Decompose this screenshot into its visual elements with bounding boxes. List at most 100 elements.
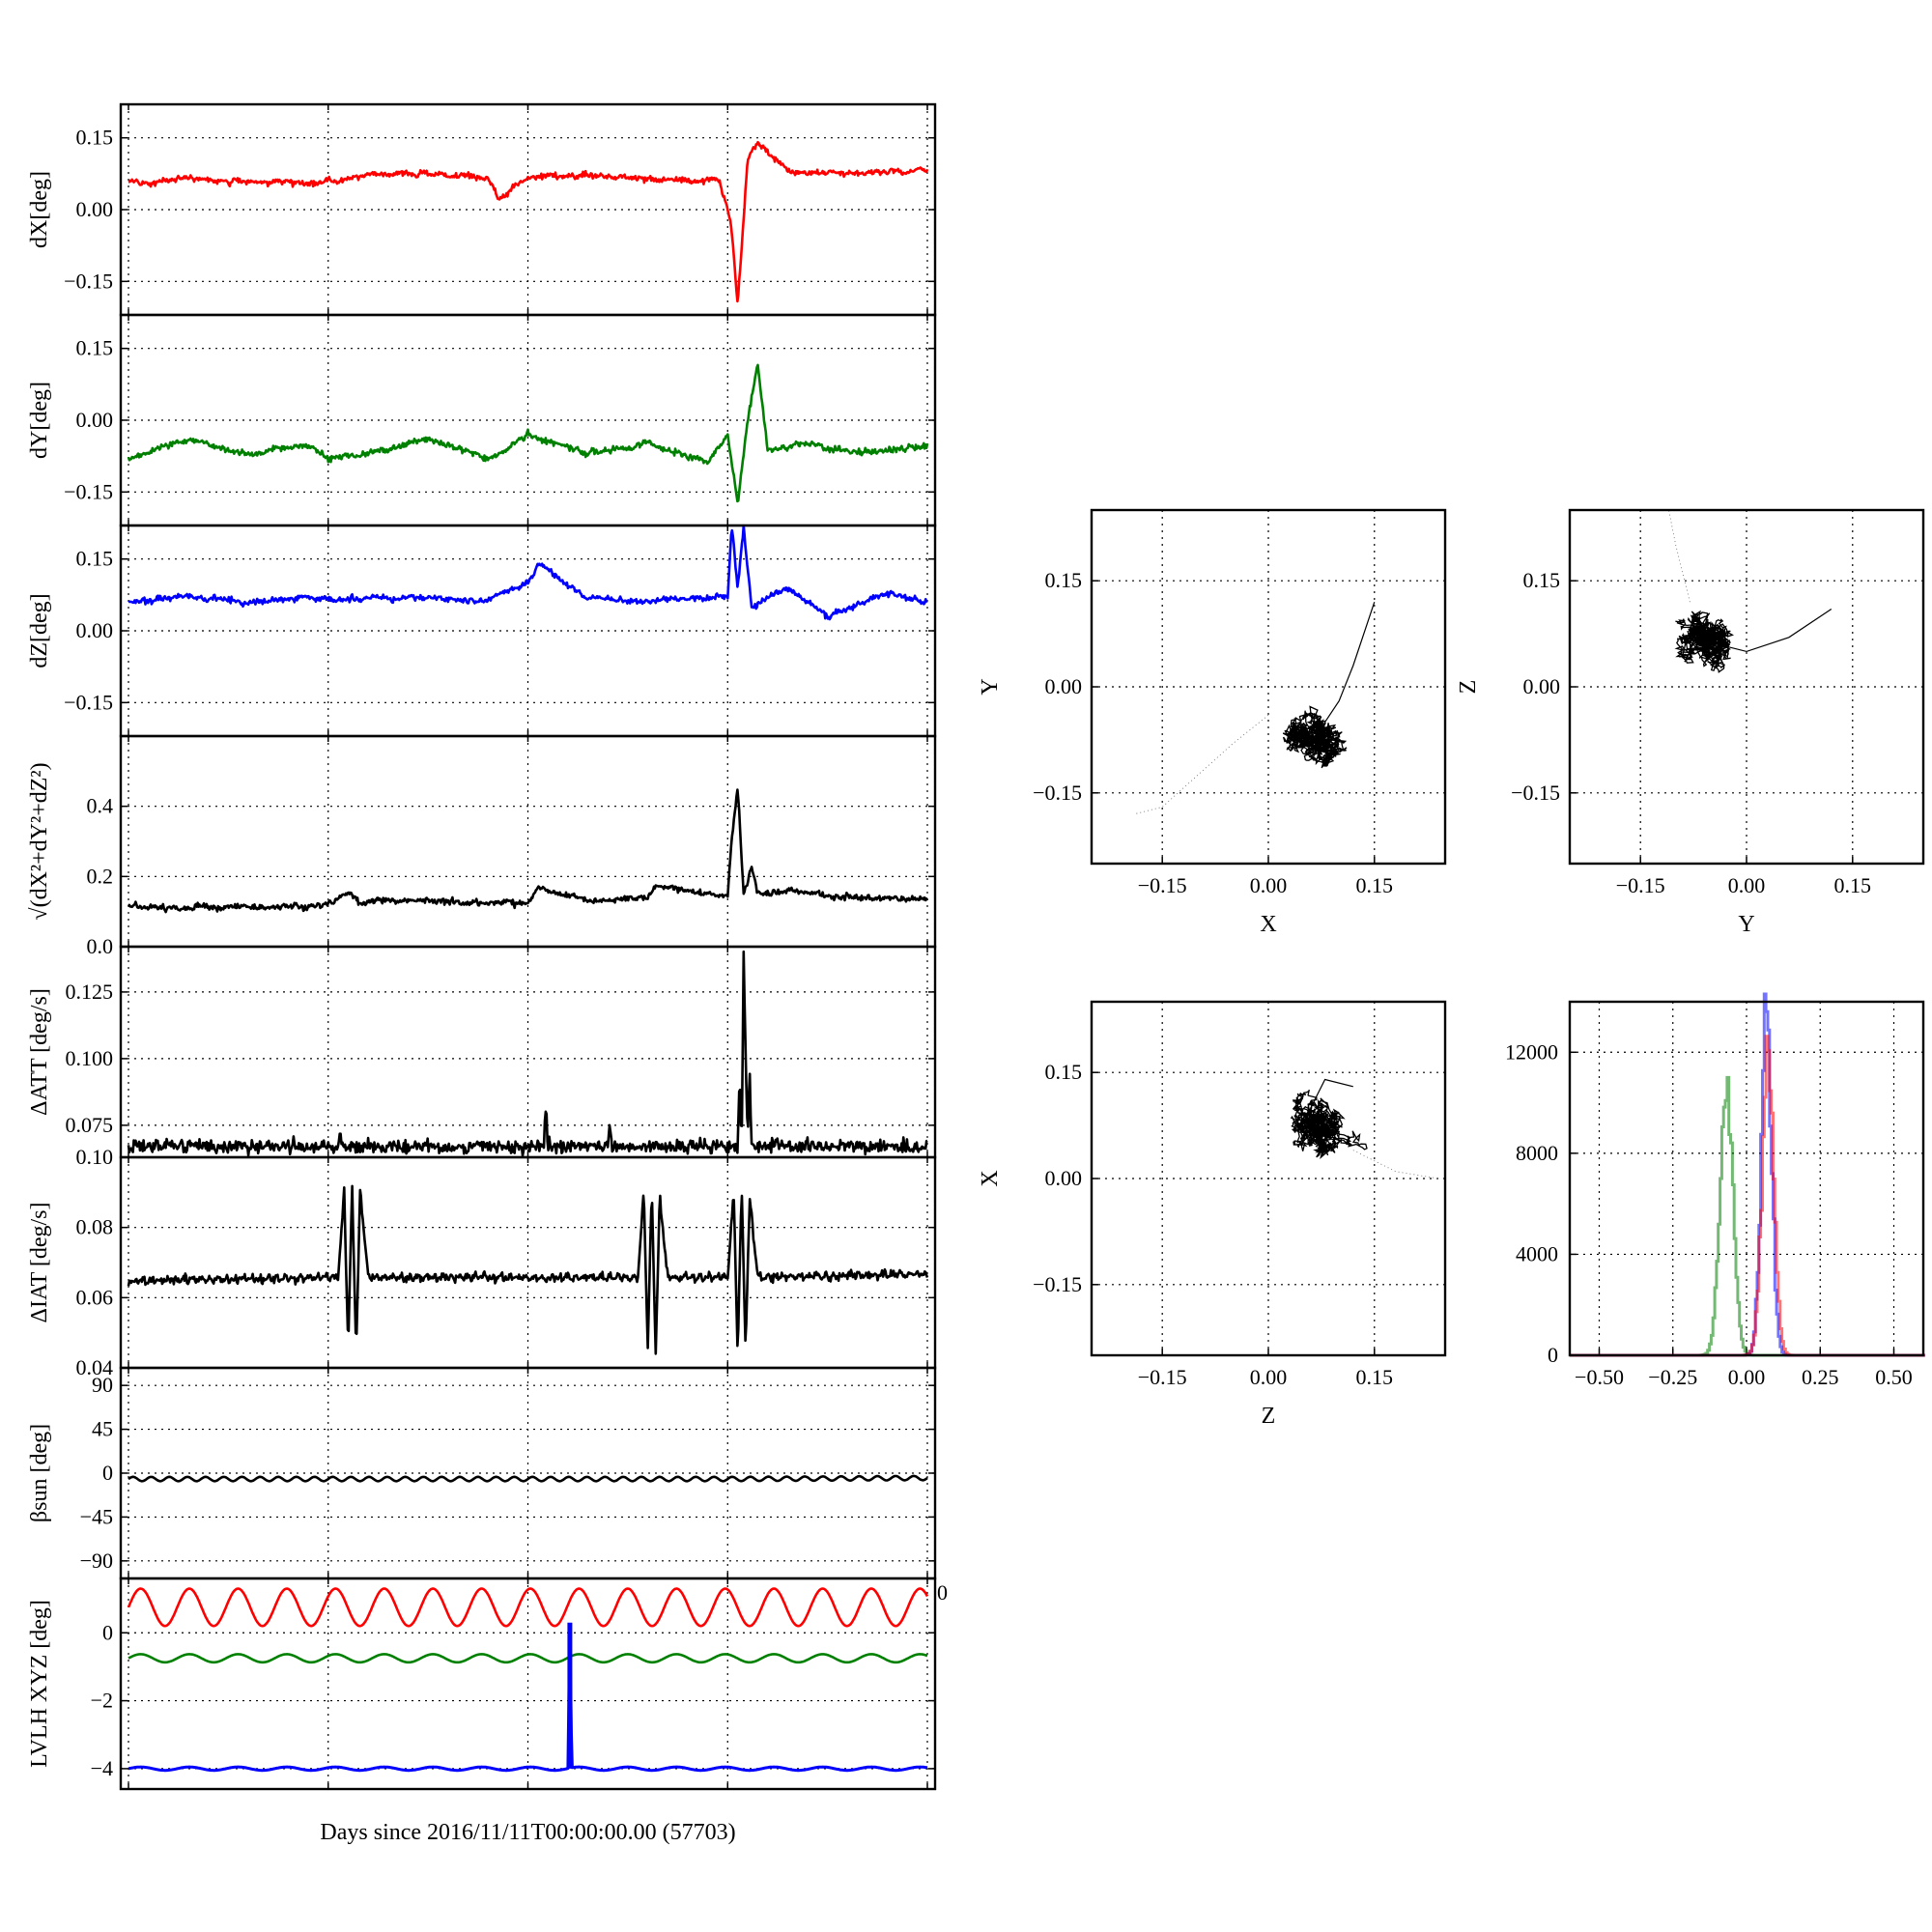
y-tick-label: 0.15 bbox=[76, 126, 114, 150]
y-tick-label: −0.15 bbox=[64, 479, 113, 503]
scatter-trail bbox=[1310, 1078, 1353, 1109]
axes-frame bbox=[1090, 1000, 1447, 1357]
series-line-beta-0 bbox=[128, 1474, 928, 1483]
x-axis-label: Days since 2016/11/11T00:00:00.00 (57703… bbox=[320, 1820, 735, 1845]
y-axis-label: dX[deg] bbox=[27, 171, 52, 248]
x-axis-label: X bbox=[1260, 912, 1276, 937]
y-tick-label: −4 bbox=[91, 1756, 113, 1780]
panel-dx: 0.15 0.00 −0.15 dX[deg] bbox=[27, 102, 937, 317]
x-tick-label: 0.15 bbox=[1356, 873, 1394, 897]
y-tick-label: −90 bbox=[80, 1548, 113, 1573]
y-tick-label: 0.15 bbox=[1045, 568, 1083, 592]
y-tick-label: −0.15 bbox=[1511, 781, 1560, 805]
y-tick-label: −0.15 bbox=[1033, 781, 1082, 805]
panel-zx: −0.15 −0.15 0.00 0.00 0.15 0.15 Z X bbox=[978, 1000, 1447, 1429]
x-tick-label: −0.15 bbox=[1616, 873, 1665, 897]
y-tick-label: 90 bbox=[92, 1373, 113, 1397]
x-axis-label: Y bbox=[1738, 912, 1754, 937]
series-line-lvlh-1 bbox=[128, 1653, 928, 1664]
y-axis-label: LVLH XYZ [deg] bbox=[27, 1600, 52, 1768]
x-tick-label: 0 bbox=[937, 1580, 948, 1605]
axes-frame bbox=[1568, 1000, 1925, 1357]
x-tick-label: 0.50 bbox=[1875, 1365, 1913, 1389]
y-tick-label: 0.4 bbox=[87, 794, 114, 818]
y-tick-label: 0.100 bbox=[66, 1046, 114, 1070]
scatter-cluster bbox=[1282, 705, 1348, 769]
series-line-lvlh-0 bbox=[127, 1587, 929, 1628]
axes-frame bbox=[1090, 508, 1447, 866]
y-tick-label: −0.15 bbox=[64, 690, 113, 714]
y-tick-label: 0.00 bbox=[1045, 1166, 1083, 1190]
panel-dtot: 0.4 0.2 0.0 √(dX²+dY²+dZ²) bbox=[27, 734, 937, 958]
y-tick-label: 0.00 bbox=[76, 618, 114, 642]
axes-frame bbox=[119, 734, 937, 949]
y-tick-label: 0 bbox=[1548, 1343, 1558, 1367]
scatter-trail bbox=[1718, 609, 1833, 653]
series-line-dy-0 bbox=[127, 363, 929, 503]
y-tick-label: 0.125 bbox=[66, 980, 114, 1004]
x-tick-label: 0.25 bbox=[1802, 1365, 1839, 1389]
y-axis-label: X bbox=[978, 1170, 1003, 1186]
x-tick-label: 0.15 bbox=[1356, 1365, 1394, 1389]
x-tick-label: 0.00 bbox=[1250, 1365, 1288, 1389]
y-tick-label: 12000 bbox=[1505, 1039, 1558, 1064]
y-tick-label: −45 bbox=[80, 1504, 113, 1528]
y-tick-label: −0.15 bbox=[64, 269, 113, 293]
y-tick-label: 0.15 bbox=[76, 547, 114, 571]
x-tick-label: −0.15 bbox=[1138, 873, 1187, 897]
y-axis-label: Z bbox=[1456, 680, 1481, 695]
panel-lvlh: 0 −2 −4 0 LVLH XYZ [deg] Days since 2016/11/1… bbox=[27, 1577, 948, 1845]
y-tick-label: 0.15 bbox=[1523, 568, 1561, 592]
y-tick-label: 0.00 bbox=[1523, 674, 1561, 698]
y-axis-label: dZ[deg] bbox=[27, 593, 52, 668]
panel-dz: 0.15 0.00 −0.15 dZ[deg] bbox=[27, 524, 937, 738]
x-tick-label: 0.15 bbox=[1834, 873, 1872, 897]
hist-series-2 bbox=[1570, 1035, 1925, 1357]
y-tick-label: 0.15 bbox=[76, 336, 114, 360]
y-tick-label: 0.00 bbox=[76, 408, 114, 432]
scatter-tail bbox=[1352, 1150, 1438, 1179]
y-axis-label: √(dX²+dY²+dZ²) bbox=[27, 762, 52, 920]
y-tick-label: 0 bbox=[102, 1461, 113, 1485]
series-line-dz-0 bbox=[128, 524, 928, 621]
series-line-dx-0 bbox=[128, 140, 929, 303]
x-tick-label: −0.25 bbox=[1648, 1365, 1697, 1389]
scatter-cluster bbox=[1674, 610, 1735, 673]
hist-series-0 bbox=[1570, 1075, 1925, 1357]
panel-yz: −0.15 −0.15 0.00 0.00 0.15 0.15 Y Z bbox=[1456, 508, 1925, 937]
y-axis-label: ΔATT [deg/s] bbox=[27, 988, 52, 1116]
panel-dy: 0.15 0.00 −0.15 dY[deg] bbox=[27, 313, 937, 527]
y-axis-label: βsun [deg] bbox=[27, 1424, 52, 1522]
series-line-diat-0 bbox=[127, 1184, 929, 1355]
panel-diat: 0.08 0.06 0.04 ΔIAT [deg/s] bbox=[27, 1155, 937, 1379]
y-tick-label: 4000 bbox=[1516, 1241, 1558, 1265]
y-tick-label: −0.15 bbox=[1033, 1272, 1082, 1296]
scatter-tail bbox=[1668, 509, 1690, 603]
scatter-cluster bbox=[1290, 1089, 1368, 1159]
x-tick-label: −0.50 bbox=[1575, 1365, 1624, 1389]
y-tick-label: 45 bbox=[92, 1417, 113, 1441]
y-axis-label: dY[deg] bbox=[27, 382, 52, 459]
axes-frame bbox=[119, 1155, 937, 1370]
scatter-tail bbox=[1133, 714, 1269, 815]
series-line-lvlh-2 bbox=[128, 1636, 928, 1773]
y-axis-label: Y bbox=[978, 678, 1003, 695]
y-tick-label: 0 bbox=[102, 1620, 113, 1644]
y-axis-label: ΔIAT [deg/s] bbox=[27, 1203, 52, 1323]
y-tick-label: 0.0 bbox=[87, 934, 114, 958]
x-tick-label: 0.00 bbox=[1728, 1365, 1766, 1389]
panel-hist: −0.50 −0.25 0.00 0.25 0.50 12000 8000 4000 0 bbox=[1505, 992, 1925, 1389]
scatter-trail bbox=[1324, 602, 1376, 723]
y-tick-label: 8000 bbox=[1516, 1141, 1558, 1165]
y-tick-label: 0.075 bbox=[66, 1113, 114, 1137]
panel-datt: 0.125 0.100 0.075 0.10 ΔATT [deg/s] bbox=[27, 945, 937, 1169]
panel-xy: −0.15 −0.15 0.00 0.00 0.15 0.15 X Y bbox=[978, 508, 1447, 937]
x-tick-label: 0.00 bbox=[1250, 873, 1288, 897]
y-tick-label: 0.15 bbox=[1045, 1060, 1083, 1084]
y-tick-label: −2 bbox=[91, 1689, 113, 1713]
y-tick-label: 0.00 bbox=[1045, 674, 1083, 698]
y-tick-label: 0.08 bbox=[76, 1215, 114, 1239]
x-tick-label: 0.00 bbox=[1728, 873, 1766, 897]
x-axis-label: Z bbox=[1262, 1404, 1276, 1429]
